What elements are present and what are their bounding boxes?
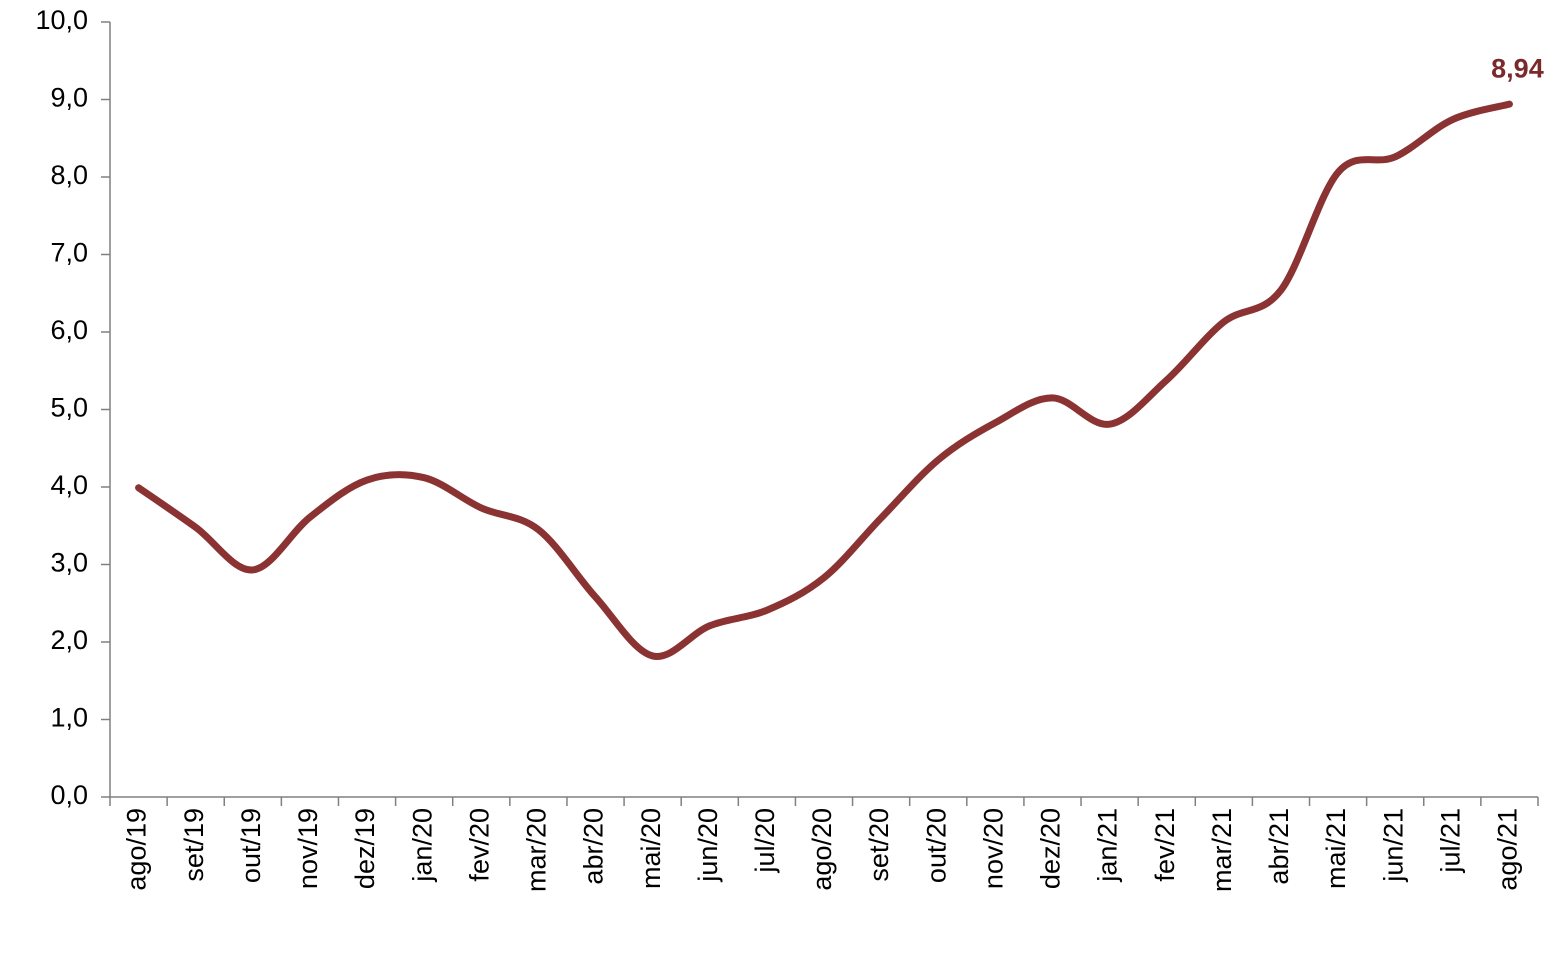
line	[135, 100, 1513, 660]
x-tick-label: out/20	[921, 808, 951, 883]
x-tick-label: jul/20	[750, 808, 780, 874]
x-tick-label: dez/19	[350, 808, 380, 889]
x-tick-label: mar/20	[522, 808, 552, 892]
x-tick-label: out/19	[236, 808, 266, 883]
x-tick-label: dez/20	[1036, 808, 1066, 889]
y-tick-label: 4,0	[50, 470, 88, 500]
x-tick-label: jun/21	[1378, 808, 1408, 883]
x-tick-label: ago/21	[1493, 808, 1523, 891]
x-tick-label: set/19	[179, 808, 209, 882]
x-tick-label: ago/19	[122, 808, 152, 891]
x-tick-label: jul/21	[1435, 808, 1465, 874]
x-tick-label: jan/21	[1093, 808, 1123, 883]
y-tick-label: 5,0	[50, 393, 88, 423]
x-tick-label: nov/20	[978, 808, 1008, 889]
y-tick-label: 1,0	[50, 703, 88, 733]
x-tick-label: fev/21	[1150, 808, 1180, 882]
y-tick-label: 6,0	[50, 315, 88, 345]
x-tick-label: set/20	[864, 808, 894, 882]
y-tick-label: 3,0	[50, 548, 88, 578]
y-tick-label: 0,0	[50, 780, 88, 810]
y-tick-label: 8,0	[50, 160, 88, 190]
x-tick-label: abr/20	[579, 808, 609, 885]
y-tick-label: 2,0	[50, 625, 88, 655]
y-tick-label: 9,0	[50, 83, 88, 113]
x-tick-label: ago/20	[807, 808, 837, 891]
x-tick-label: abr/21	[1264, 808, 1294, 885]
x-tick-label: mai/20	[636, 808, 666, 889]
x-tick-label: mar/21	[1207, 808, 1237, 892]
y-tick-label: 10,0	[35, 5, 88, 35]
x-tick-label: nov/19	[293, 808, 323, 889]
data-label: 8,94	[1491, 53, 1544, 83]
x-tick-label: mai/21	[1321, 808, 1351, 889]
y-tick-label: 7,0	[50, 238, 88, 268]
x-tick-label: fev/20	[464, 808, 494, 882]
x-tick-label: jan/20	[407, 808, 437, 883]
x-tick-label: jun/20	[693, 808, 723, 883]
